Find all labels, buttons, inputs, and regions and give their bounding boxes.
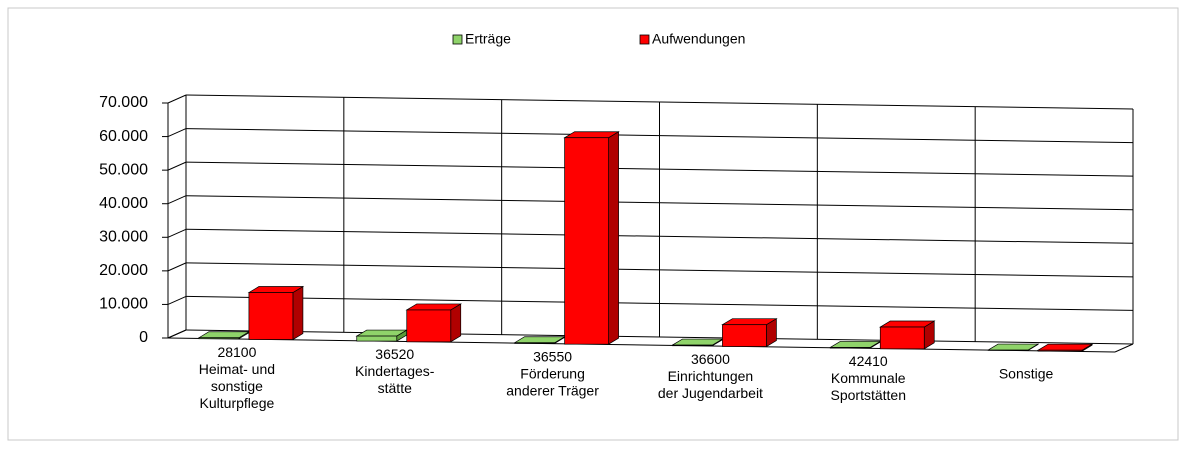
bar-face [722, 319, 776, 325]
bar-face [293, 287, 303, 340]
x-tick-label: 36600 [691, 351, 730, 367]
x-tick-label: Kulturpflege [200, 395, 275, 411]
x-tick-label: Kommunale [831, 370, 906, 386]
bar-face [880, 327, 924, 349]
bar-face [722, 325, 766, 347]
y-tick-label: 70.000 [99, 94, 148, 111]
bar-face [515, 343, 555, 344]
bar [565, 132, 619, 344]
x-tick-label: Sonstige [999, 366, 1054, 382]
x-tick-label: 42410 [849, 353, 888, 369]
x-tick-label: 36550 [533, 349, 572, 365]
bar-face [565, 138, 609, 344]
bar-face [407, 310, 451, 342]
legend-label: Erträge [465, 31, 511, 47]
bar [357, 330, 407, 341]
bar-face [199, 338, 239, 339]
y-tick-label: 30.000 [99, 229, 148, 246]
bar-face [1038, 344, 1092, 350]
y-tick-label: 60.000 [99, 128, 148, 145]
x-tick-label: Heimat- und [199, 361, 275, 377]
x-tick-label: anderer Träger [506, 383, 599, 399]
bar [249, 287, 303, 340]
y-tick-label: 0 [139, 329, 148, 346]
bar [407, 304, 461, 342]
x-tick-label: stätte [378, 380, 412, 396]
bar [1038, 344, 1092, 351]
bar-face [357, 336, 397, 341]
bar-face [830, 347, 870, 348]
bar-face [609, 132, 619, 344]
legend-label: Aufwendungen [652, 31, 745, 47]
x-tick-label: der Jugendarbeit [658, 385, 763, 401]
x-tick-label: Förderung [520, 366, 585, 382]
bar-face [565, 132, 619, 138]
bar-face [249, 293, 293, 340]
bar [880, 321, 934, 349]
bar-face [1038, 350, 1082, 351]
x-tick-label: 36520 [375, 346, 414, 362]
bar [722, 319, 776, 347]
x-tick-label: Kindertages- [355, 363, 435, 379]
x-tick-label: sonstige [211, 378, 263, 394]
bar-face [451, 304, 461, 342]
legend-swatch [453, 35, 462, 44]
y-tick-label: 10.000 [99, 296, 148, 313]
y-tick-label: 40.000 [99, 195, 148, 212]
x-tick-label: Einrichtungen [668, 368, 754, 384]
bar-face [672, 345, 712, 346]
y-tick-label: 20.000 [99, 262, 148, 279]
bar-face [880, 321, 934, 327]
y-tick-label: 50.000 [99, 161, 148, 178]
x-tick-label: 28100 [217, 344, 256, 360]
bar-face [407, 304, 461, 310]
legend-swatch [640, 35, 649, 44]
x-tick-label: Sportstätten [831, 387, 907, 403]
bar-face [249, 287, 303, 293]
